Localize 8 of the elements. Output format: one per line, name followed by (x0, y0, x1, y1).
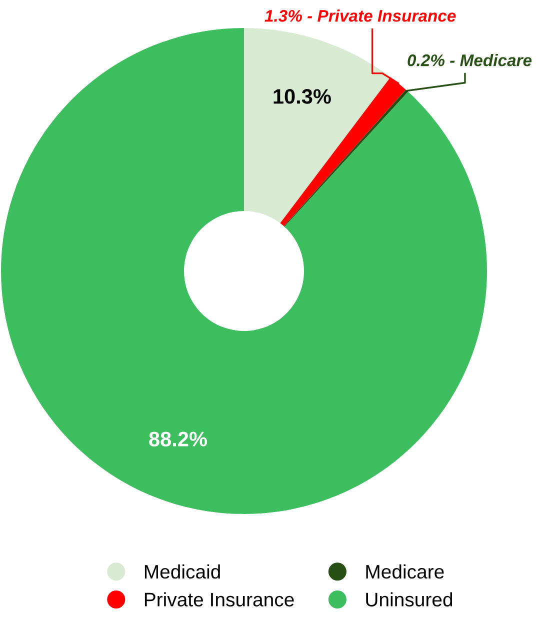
legend-label: Private Insurance (144, 592, 294, 606)
legend-label: Medicare (366, 564, 444, 579)
data-label: 88.2% (149, 432, 207, 446)
data-label: 0.2% - Medicare (408, 54, 532, 66)
data-label: 1.3% - Private Insurance (264, 10, 456, 22)
data-label: 10.3% (274, 89, 331, 104)
legend-label: Uninsured (366, 592, 452, 606)
legend-label: Medicaid (144, 564, 220, 579)
